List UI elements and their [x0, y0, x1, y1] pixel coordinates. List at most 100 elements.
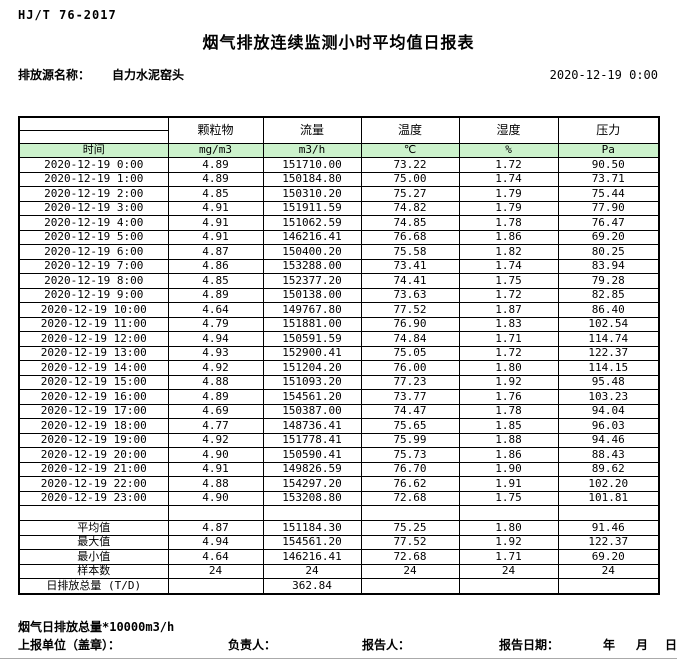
table-row: 2020-12-19 15:00 4.88 151093.20 77.23 1.92 95… — [18, 374, 660, 390]
reporter-label: 报告人： — [362, 638, 411, 652]
time-cell: 2020-12-19 0:00 — [18, 157, 169, 173]
value-cell — [557, 505, 660, 521]
value-cell: 151204.20 — [262, 360, 362, 376]
header-empty-cell-bottom — [18, 130, 169, 144]
value-cell: 1.86 — [458, 447, 559, 463]
value-cell: 1.83 — [458, 316, 559, 332]
table-row: 2020-12-19 9:00 4.89 150138.00 73.63 1.72 82.… — [18, 287, 660, 303]
time-cell: 2020-12-19 18:00 — [18, 418, 169, 434]
value-cell: 146216.41 — [262, 549, 362, 565]
table-row: 样本数 24 24 24 24 24 — [18, 563, 660, 579]
time-cell: 2020-12-19 7:00 — [18, 258, 169, 274]
value-cell: 102.20 — [557, 476, 660, 492]
column-header-flow: 流量 — [262, 116, 362, 144]
value-cell: 73.71 — [557, 171, 660, 187]
table-row: 2020-12-19 13:00 4.93 152900.41 75.05 1.72 12… — [18, 345, 660, 361]
value-cell: 4.94 — [167, 331, 264, 347]
value-cell: 24 — [360, 563, 460, 579]
value-cell: 95.48 — [557, 374, 660, 390]
subheader: 排放源名称： 自力水泥窑头 2020-12-19 0:00 — [18, 66, 658, 83]
time-cell: 2020-12-19 8:00 — [18, 273, 169, 289]
table-row: 2020-12-19 3:00 4.91 151911.59 74.82 1.79 77.… — [18, 200, 660, 216]
value-cell: 89.62 — [557, 461, 660, 477]
value-cell: 77.23 — [360, 374, 460, 390]
value-cell: 148736.41 — [262, 418, 362, 434]
table-row: 2020-12-19 20:00 4.90 150590.41 75.73 1.86 88… — [18, 447, 660, 463]
summary-label-cell: 最大值 — [18, 534, 169, 550]
value-cell: 4.85 — [167, 186, 264, 202]
value-cell: 4.79 — [167, 316, 264, 332]
value-cell: 101.81 — [557, 490, 660, 506]
table-row: 最大值 4.94 154561.20 77.52 1.92 122.37 — [18, 534, 660, 550]
value-cell: 114.74 — [557, 331, 660, 347]
value-cell — [458, 578, 559, 594]
hourly-average-table: 颗粒物 流量 温度 湿度 压力 时间 mg/m3 m3/h ℃ % Pa 202… — [18, 116, 660, 595]
value-cell: 146216.41 — [262, 229, 362, 245]
header-empty-cell-top — [18, 116, 169, 131]
value-cell — [167, 505, 264, 521]
value-cell: 91.46 — [557, 520, 660, 536]
unit-temperature: ℃ — [360, 143, 460, 158]
unit-particulate: mg/m3 — [167, 143, 264, 158]
time-cell: 2020-12-19 14:00 — [18, 360, 169, 376]
value-cell: 150138.00 — [262, 287, 362, 303]
value-cell: 150310.20 — [262, 186, 362, 202]
value-cell: 1.78 — [458, 403, 559, 419]
value-cell: 72.68 — [360, 549, 460, 565]
units-row: 时间 mg/m3 m3/h ℃ % Pa — [18, 143, 660, 158]
value-cell — [360, 578, 460, 594]
value-cell: 79.28 — [557, 273, 660, 289]
value-cell: 1.72 — [458, 157, 559, 173]
value-cell: 122.37 — [557, 534, 660, 550]
time-cell: 2020-12-19 2:00 — [18, 186, 169, 202]
value-cell: 4.87 — [167, 244, 264, 260]
value-cell: 154561.20 — [262, 534, 362, 550]
value-cell: 1.90 — [458, 461, 559, 477]
summary-label-cell: 最小值 — [18, 549, 169, 565]
value-cell: 76.62 — [360, 476, 460, 492]
day-label: 日 — [665, 638, 677, 652]
table-row: 2020-12-19 5:00 4.91 146216.41 76.68 1.86 69.… — [18, 229, 660, 245]
value-cell: 1.87 — [458, 302, 559, 318]
value-cell: 73.63 — [360, 287, 460, 303]
value-cell: 76.47 — [557, 215, 660, 231]
value-cell: 1.80 — [458, 360, 559, 376]
value-cell: 150184.80 — [262, 171, 362, 187]
column-header-particulate: 颗粒物 — [167, 116, 264, 144]
value-cell: 94.04 — [557, 403, 660, 419]
value-cell: 4.91 — [167, 200, 264, 216]
value-cell: 1.72 — [458, 345, 559, 361]
table-row: 2020-12-19 18:00 4.77 148736.41 75.65 1.85 96… — [18, 418, 660, 434]
header-row-top: 颗粒物 流量 温度 湿度 压力 — [18, 116, 660, 144]
table-body: 2020-12-19 0:00 4.89 151710.00 73.22 1.72 90.… — [18, 157, 660, 594]
table-row: 2020-12-19 16:00 4.89 154561.20 73.77 1.76 10… — [18, 389, 660, 405]
unit-pressure: Pa — [557, 143, 660, 158]
time-cell: 2020-12-19 1:00 — [18, 171, 169, 187]
table-row: 2020-12-19 17:00 4.69 150387.00 74.47 1.78 94… — [18, 403, 660, 419]
time-cell: 2020-12-19 4:00 — [18, 215, 169, 231]
value-cell: 24 — [262, 563, 362, 579]
value-cell: 74.84 — [360, 331, 460, 347]
unit-humidity: % — [458, 143, 559, 158]
value-cell: 149826.59 — [262, 461, 362, 477]
table-row: 最小值 4.64 146216.41 72.68 1.71 69.20 — [18, 549, 660, 565]
value-cell — [458, 505, 559, 521]
signature-row: 上报单位（盖章）： 负责人： 报告人： 报告日期： 年 月 日 — [0, 636, 677, 652]
value-cell: 77.90 — [557, 200, 660, 216]
value-cell: 122.37 — [557, 345, 660, 361]
value-cell: 80.25 — [557, 244, 660, 260]
table-row: 2020-12-19 19:00 4.92 151778.41 75.99 1.88 94… — [18, 432, 660, 448]
value-cell: 1.86 — [458, 229, 559, 245]
value-cell: 69.20 — [557, 549, 660, 565]
table-row: 2020-12-19 4:00 4.91 151062.59 74.85 1.78 76.… — [18, 215, 660, 231]
value-cell: 362.84 — [262, 578, 362, 594]
value-cell: 1.75 — [458, 490, 559, 506]
unit-flow: m3/h — [262, 143, 362, 158]
value-cell: 75.27 — [360, 186, 460, 202]
value-cell: 4.92 — [167, 432, 264, 448]
time-cell: 2020-12-19 20:00 — [18, 447, 169, 463]
report-datetime: 2020-12-19 0:00 — [549, 68, 658, 82]
value-cell: 1.75 — [458, 273, 559, 289]
value-cell: 150387.00 — [262, 403, 362, 419]
table-row: 2020-12-19 11:00 4.79 151881.00 76.90 1.83 10… — [18, 316, 660, 332]
